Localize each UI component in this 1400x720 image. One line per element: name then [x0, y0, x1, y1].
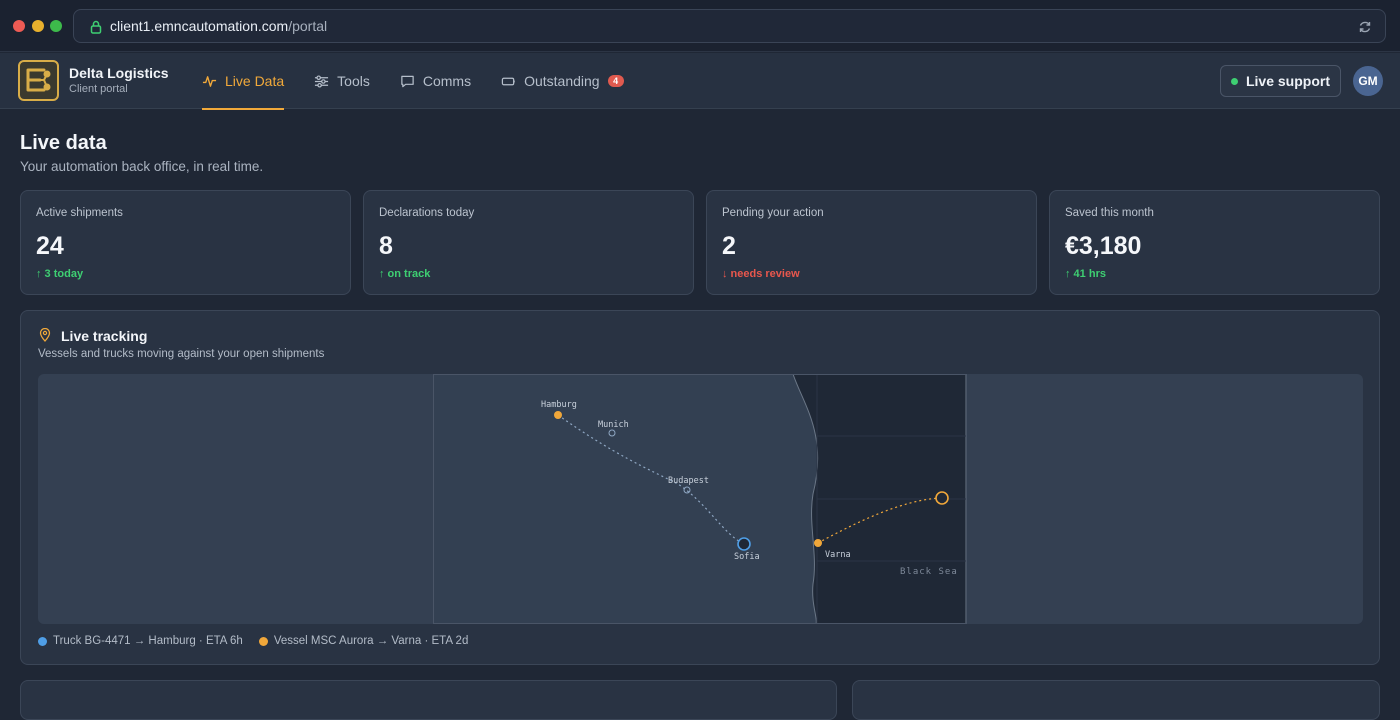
chat-icon — [401, 75, 414, 87]
window-close-button[interactable] — [13, 20, 25, 32]
vessel-marker[interactable] — [935, 491, 949, 505]
vessel-legend-icon — [258, 636, 268, 646]
stat-value: 8 — [379, 232, 393, 260]
sea-label: Black Sea — [900, 567, 958, 577]
truck-legend-icon — [38, 636, 47, 646]
stat-label: Pending your action — [722, 207, 824, 219]
city-marker-varna[interactable] — [814, 539, 822, 547]
tab-comms[interactable]: Comms — [400, 53, 471, 109]
live-support-button[interactable]: Live support — [1220, 65, 1341, 97]
window-maximize-button[interactable] — [50, 20, 62, 32]
lock-icon — [90, 20, 102, 34]
city-marker-munich[interactable] — [608, 429, 616, 437]
tab-label: Live Data — [225, 73, 285, 89]
tag-icon — [501, 77, 515, 85]
live-tracking-card: Live tracking Vessels and trucks moving … — [20, 310, 1380, 665]
user-avatar[interactable]: GM — [1353, 66, 1383, 96]
app-header: Delta Logistics Client portal Live Data … — [0, 53, 1400, 110]
city-marker-hamburg[interactable] — [554, 411, 562, 419]
tab-live-data[interactable]: Live Data — [202, 53, 285, 110]
reload-icon[interactable] — [1357, 19, 1373, 35]
tracking-legend: Truck BG-4471 → Hamburg · ETA 6h Vessel … — [38, 635, 484, 647]
bottom-card-left — [20, 680, 837, 720]
city-label-hamburg: Hamburg — [541, 400, 577, 410]
legend-label: Truck BG-4471 → Hamburg · ETA 6h — [53, 635, 243, 647]
tab-outstanding[interactable]: Outstanding 4 — [501, 53, 624, 109]
stat-delta: ↑ on track — [379, 268, 431, 280]
address-bar[interactable]: client1.emncautomation.com/portal — [73, 9, 1386, 43]
stat-card-active-shipments: Active shipments 24 ↑ 3 today — [20, 190, 351, 295]
city-label-budapest: Budapest — [668, 476, 709, 486]
window-minimize-button[interactable] — [32, 20, 44, 32]
activity-icon — [202, 75, 217, 87]
tab-tools[interactable]: Tools — [314, 53, 370, 109]
outstanding-count-badge: 4 — [607, 75, 624, 87]
tracking-subtitle: Vessels and trucks moving against your o… — [38, 348, 325, 360]
tracking-title: Live tracking — [61, 328, 148, 344]
stat-card-saved-this-month: Saved this month €3,180 ↑ 41 hrs — [1049, 190, 1380, 295]
stat-label: Active shipments — [36, 207, 123, 219]
stat-label: Declarations today — [379, 207, 475, 219]
city-label-munich: Munich — [598, 420, 629, 430]
live-support-label: Live support — [1245, 73, 1330, 89]
tab-label: Tools — [337, 73, 370, 89]
stat-value: 2 — [722, 232, 736, 260]
legend-item-truck[interactable]: Truck BG-4471 → Hamburg · ETA 6h — [38, 635, 243, 647]
stat-delta: ↑ 3 today — [36, 268, 84, 280]
online-status-icon — [1230, 77, 1238, 85]
brand-name: Delta Logistics — [69, 65, 169, 81]
tracking-map[interactable]: Hamburg Munich Budapest Sofia Varna Blac… — [38, 374, 1363, 624]
map-pin-icon — [39, 328, 51, 342]
browser-chrome: client1.emncautomation.com/portal — [0, 0, 1400, 52]
stat-label: Saved this month — [1065, 207, 1154, 219]
stat-value: 24 — [36, 232, 64, 260]
legend-label: Vessel MSC Aurora → Varna · ETA 2d — [273, 635, 469, 647]
stat-delta: ↓ needs review — [722, 268, 800, 280]
url-text: client1.emncautomation.com/portal — [110, 18, 328, 34]
stat-card-declarations-today: Declarations today 8 ↑ on track — [363, 190, 694, 295]
stat-delta: ↑ 41 hrs — [1065, 268, 1106, 280]
tab-label: Comms — [422, 73, 472, 89]
bottom-card-right — [852, 680, 1380, 720]
city-marker-budapest[interactable] — [683, 486, 691, 494]
stat-card-pending-action: Pending your action 2 ↓ needs review — [706, 190, 1037, 295]
legend-item-vessel[interactable]: Vessel MSC Aurora → Varna · ETA 2d — [258, 635, 469, 647]
truck-marker[interactable] — [737, 537, 751, 551]
city-label-sofia: Sofia — [734, 552, 760, 562]
brand-logo[interactable] — [18, 60, 59, 101]
city-label-varna: Varna — [825, 550, 851, 560]
page-title: Live data — [20, 132, 107, 154]
brand-subtitle: Client portal — [69, 83, 128, 95]
main-nav: Live Data Tools Comms Outstanding 4 — [202, 53, 654, 110]
page-subtitle: Your automation back office, in real tim… — [20, 159, 264, 174]
tab-label: Outstanding — [524, 73, 600, 89]
sliders-icon — [315, 74, 329, 88]
stat-value: €3,180 — [1065, 232, 1142, 260]
